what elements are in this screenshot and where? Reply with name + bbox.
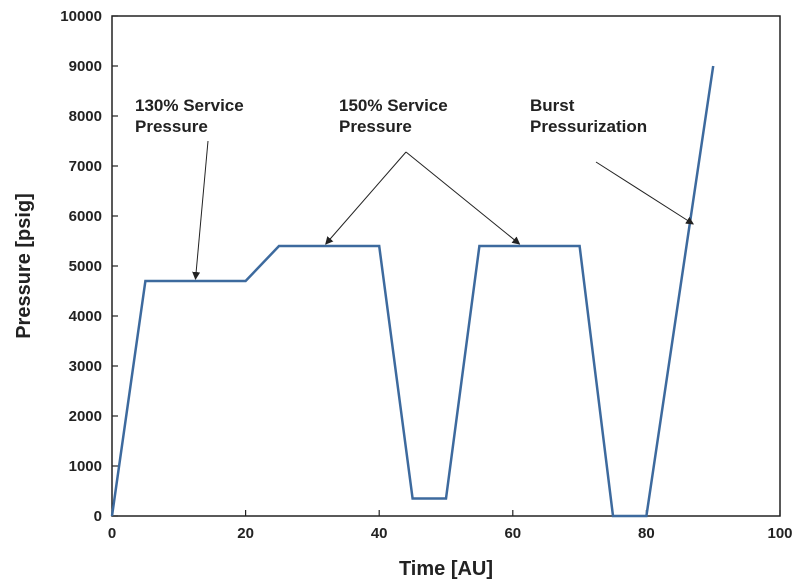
- x-tick-label: 40: [371, 525, 388, 542]
- y-tick-label: 4000: [69, 308, 102, 325]
- plot-area: [111, 15, 781, 517]
- annotation-arrow: [192, 140, 209, 280]
- annotation-label: Burst Pressurization: [530, 96, 647, 136]
- annotation-label-line: 150% Service: [339, 96, 448, 115]
- annotation-arrow: [405, 151, 521, 245]
- annotation-label: 130% Service Pressure: [135, 96, 244, 136]
- annotation-label-line: 130% Service: [135, 96, 244, 115]
- y-tick-label: 0: [94, 508, 102, 525]
- annotation-arrow: [595, 161, 695, 225]
- x-tick-label: 20: [237, 525, 254, 542]
- x-tick-label: 60: [504, 525, 521, 542]
- y-tick-label: 6000: [69, 208, 102, 225]
- annotation-label-line: Pressure: [339, 117, 412, 136]
- annotations: 130% Service Pressure 150% Service Pressure…: [135, 96, 695, 280]
- y-tick-label: 8000: [69, 108, 102, 125]
- x-axis-ticks: 0 20 40 60 80 100: [108, 510, 793, 542]
- pressure-series-line: [110, 65, 715, 518]
- x-tick-label: 100: [767, 525, 792, 542]
- annotation-label-line: Burst: [530, 96, 575, 115]
- y-tick-label: 7000: [69, 158, 102, 175]
- y-axis-title: Pressure [psig]: [13, 193, 35, 339]
- x-axis-title: Time [AU]: [399, 558, 493, 580]
- annotation-label-line: Pressure: [135, 117, 208, 136]
- y-tick-label: 10000: [60, 8, 102, 25]
- x-tick-label: 80: [638, 525, 655, 542]
- y-tick-label: 1000: [69, 458, 102, 475]
- y-tick-label: 3000: [69, 358, 102, 375]
- y-tick-label: 9000: [69, 58, 102, 75]
- y-axis-ticks: 0 1000 2000 3000 4000 5000 6000 7000 8000 9000 100…: [60, 8, 118, 525]
- y-tick-label: 2000: [69, 408, 102, 425]
- annotation-arrow: [325, 151, 407, 245]
- annotation-label-line: Pressurization: [530, 117, 647, 136]
- x-tick-label: 0: [108, 525, 116, 542]
- annotation-label: 150% Service Pressure: [339, 96, 448, 136]
- y-tick-label: 5000: [69, 258, 102, 275]
